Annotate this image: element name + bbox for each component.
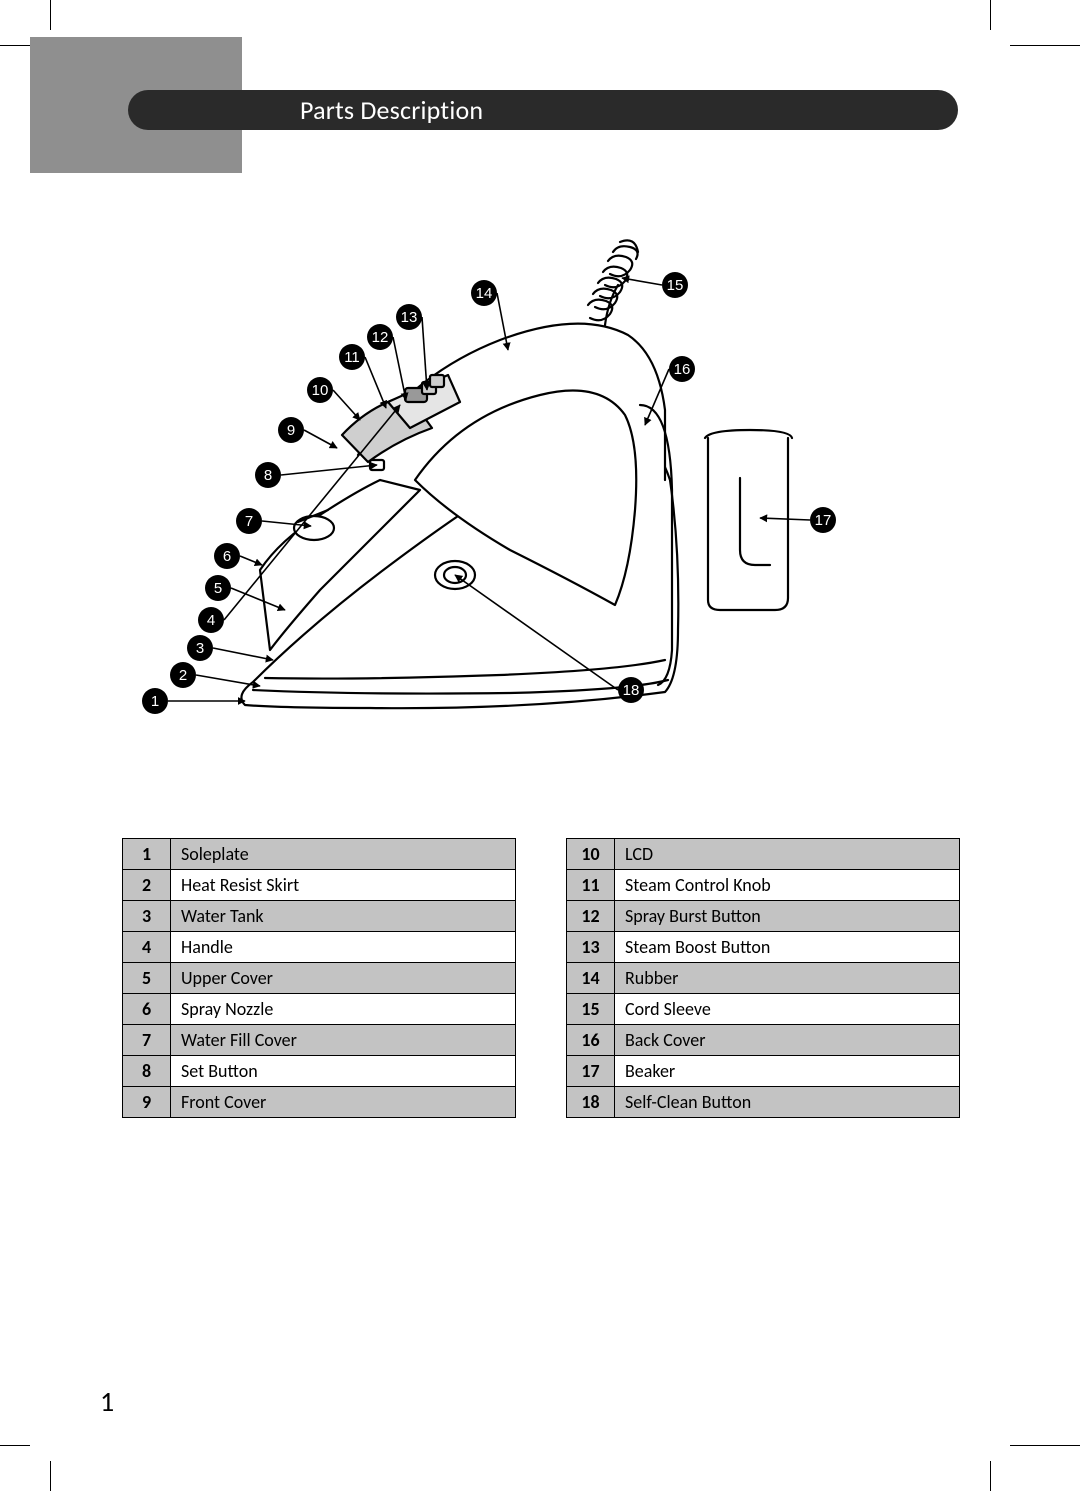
table-row: 5Upper Cover [123, 963, 516, 994]
part-number: 14 [567, 963, 615, 994]
callout-11: 11 [339, 344, 365, 370]
callout-6: 6 [214, 543, 240, 569]
part-name: Self-Clean Button [615, 1087, 960, 1118]
part-number: 16 [567, 1025, 615, 1056]
part-name: Steam Boost Button [615, 932, 960, 963]
table-row: 6Spray Nozzle [123, 994, 516, 1025]
table-row: 4Handle [123, 932, 516, 963]
part-name: Steam Control Knob [615, 870, 960, 901]
part-number: 5 [123, 963, 171, 994]
table-row: 14Rubber [567, 963, 960, 994]
part-name: Spray Nozzle [171, 994, 516, 1025]
part-number: 3 [123, 901, 171, 932]
callout-9: 9 [278, 417, 304, 443]
table-row: 12Spray Burst Button [567, 901, 960, 932]
part-number: 9 [123, 1087, 171, 1118]
table-row: 3Water Tank [123, 901, 516, 932]
parts-table-right: 10LCD11Steam Control Knob12Spray Burst B… [566, 838, 960, 1118]
crop-mark [0, 45, 30, 46]
page: Parts Description [0, 0, 1080, 1491]
page-title: Parts Description [300, 94, 483, 126]
table-row: 17Beaker [567, 1056, 960, 1087]
part-number: 10 [567, 839, 615, 870]
callout-2: 2 [170, 662, 196, 688]
part-number: 7 [123, 1025, 171, 1056]
part-number: 1 [123, 839, 171, 870]
parts-table-left: 1Soleplate2Heat Resist Skirt3Water Tank4… [122, 838, 516, 1118]
crop-mark [1010, 1445, 1080, 1446]
table-row: 2Heat Resist Skirt [123, 870, 516, 901]
part-number: 13 [567, 932, 615, 963]
part-name: Spray Burst Button [615, 901, 960, 932]
part-name: Beaker [615, 1056, 960, 1087]
crop-mark [50, 1461, 51, 1491]
part-number: 15 [567, 994, 615, 1025]
part-name: Water Fill Cover [171, 1025, 516, 1056]
table-row: 10LCD [567, 839, 960, 870]
table-row: 8Set Button [123, 1056, 516, 1087]
iron-illustration [110, 230, 930, 740]
part-name: Heat Resist Skirt [171, 870, 516, 901]
part-name: Back Cover [615, 1025, 960, 1056]
callout-18: 18 [618, 677, 644, 703]
title-bar: Parts Description [128, 90, 958, 130]
page-number: 1 [100, 1384, 114, 1419]
table-row: 1Soleplate [123, 839, 516, 870]
part-number: 18 [567, 1087, 615, 1118]
table-row: 18Self-Clean Button [567, 1087, 960, 1118]
crop-mark [990, 1461, 991, 1491]
callout-8: 8 [255, 462, 281, 488]
crop-mark [0, 1445, 30, 1446]
part-name: Cord Sleeve [615, 994, 960, 1025]
callout-4: 4 [198, 607, 224, 633]
callout-7: 7 [236, 508, 262, 534]
part-name: Soleplate [171, 839, 516, 870]
table-row: 11Steam Control Knob [567, 870, 960, 901]
part-number: 11 [567, 870, 615, 901]
callout-13: 13 [396, 304, 422, 330]
crop-mark [50, 0, 51, 30]
callout-10: 10 [307, 377, 333, 403]
crop-mark [1010, 45, 1080, 46]
callout-1: 1 [142, 688, 168, 714]
part-number: 4 [123, 932, 171, 963]
callout-5: 5 [205, 575, 231, 601]
callout-17: 17 [810, 507, 836, 533]
part-name: Rubber [615, 963, 960, 994]
table-row: 13Steam Boost Button [567, 932, 960, 963]
table-row: 7Water Fill Cover [123, 1025, 516, 1056]
part-name: Upper Cover [171, 963, 516, 994]
callout-16: 16 [669, 356, 695, 382]
part-number: 12 [567, 901, 615, 932]
part-name: Set Button [171, 1056, 516, 1087]
part-name: Front Cover [171, 1087, 516, 1118]
callout-3: 3 [187, 635, 213, 661]
part-name: LCD [615, 839, 960, 870]
part-number: 17 [567, 1056, 615, 1087]
callout-12: 12 [367, 324, 393, 350]
parts-tables: 1Soleplate2Heat Resist Skirt3Water Tank4… [122, 838, 960, 1118]
table-row: 15Cord Sleeve [567, 994, 960, 1025]
part-name: Water Tank [171, 901, 516, 932]
part-number: 8 [123, 1056, 171, 1087]
part-number: 6 [123, 994, 171, 1025]
callout-14: 14 [471, 280, 497, 306]
part-number: 2 [123, 870, 171, 901]
table-row: 16Back Cover [567, 1025, 960, 1056]
table-row: 9Front Cover [123, 1087, 516, 1118]
callout-15: 15 [662, 272, 688, 298]
parts-diagram: 123456789101112131415161718 [110, 230, 930, 740]
part-name: Handle [171, 932, 516, 963]
crop-mark [990, 0, 991, 30]
